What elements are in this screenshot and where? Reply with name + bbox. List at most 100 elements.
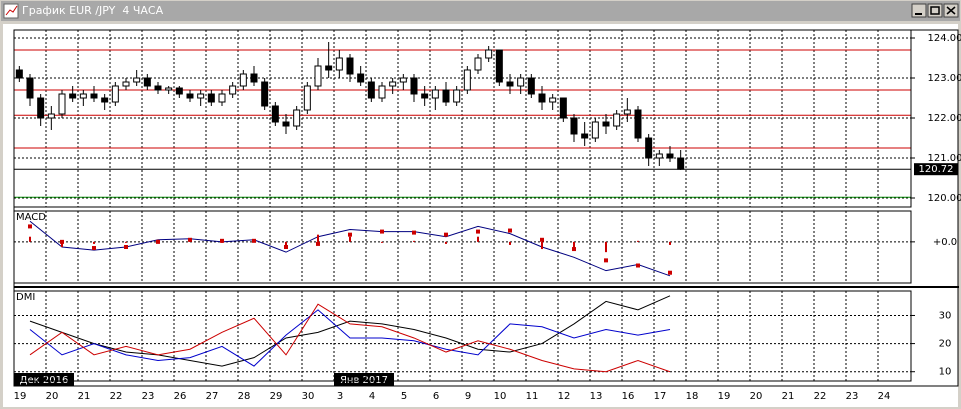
macd-histogram-bar <box>509 241 511 245</box>
candle-body <box>485 49 493 59</box>
candle-body <box>378 85 386 99</box>
macd-histogram-bar <box>477 236 479 242</box>
candle-body <box>399 77 407 83</box>
x-tick-label: 3 <box>337 391 343 402</box>
x-tick-label: 24 <box>878 391 891 402</box>
candle-body <box>559 97 567 119</box>
candle-body <box>218 93 226 103</box>
candle-body <box>655 153 663 159</box>
candle-body <box>293 109 301 127</box>
macd-line <box>29 220 671 277</box>
candle-body <box>677 157 685 170</box>
candle-body <box>250 73 258 83</box>
x-tick-label: 19 <box>718 391 731 402</box>
macd-histogram-bar <box>349 236 351 242</box>
candle-body <box>197 93 205 99</box>
x-tick-label: 10 <box>494 391 507 402</box>
window-icon-glyph <box>5 5 18 16</box>
candle-body <box>527 77 535 95</box>
candle-body <box>538 93 546 103</box>
candle-body <box>367 81 375 99</box>
candle-body <box>69 93 77 99</box>
candle-body <box>634 109 642 139</box>
candle-body <box>26 77 34 99</box>
candle-body <box>549 97 557 103</box>
macd-signal-dot <box>604 258 608 263</box>
x-tick-label: 13 <box>590 391 603 402</box>
macd-histogram-bar <box>541 241 543 250</box>
chart-frame <box>13 29 959 387</box>
minimize-button[interactable] <box>911 3 927 18</box>
candle-body <box>15 69 23 79</box>
candle-body <box>314 65 322 87</box>
candle-body <box>207 93 215 103</box>
candle-body <box>165 87 173 91</box>
x-tick-label: 20 <box>46 391 59 402</box>
candle-body <box>463 69 471 91</box>
candle-body <box>581 133 589 139</box>
candle-body <box>58 93 66 115</box>
candle-body <box>186 93 194 99</box>
macd-signal-dot <box>28 224 32 229</box>
candle-body <box>282 121 290 127</box>
macd-histogram-bar <box>221 241 223 243</box>
macd-histogram-bar <box>413 240 415 242</box>
candle-body <box>474 57 482 71</box>
candle-body <box>90 93 98 99</box>
candle-body <box>335 57 343 71</box>
macd-histogram-bar <box>445 241 447 244</box>
macd-signal-dot <box>636 263 640 268</box>
x-tick-label: 6 <box>433 391 439 402</box>
candle-body <box>325 65 333 71</box>
candle-body <box>410 77 418 95</box>
close-button[interactable] <box>943 3 959 18</box>
macd-signal-dot <box>380 229 384 234</box>
candle-body <box>357 73 365 83</box>
macd-signal-dot <box>412 230 416 235</box>
candle-body <box>111 85 119 103</box>
candle-body <box>143 77 151 87</box>
y-tick-label: 124.00 <box>928 33 961 44</box>
candle-body <box>346 57 354 75</box>
macd-histogram-bar <box>93 241 95 244</box>
x-tick-label: 9 <box>465 391 471 402</box>
x-tick-label: 11 <box>526 391 539 402</box>
y-tick-label: 122.00 <box>928 113 961 124</box>
maximize-button[interactable] <box>927 3 943 18</box>
candle-body <box>239 73 247 87</box>
candle-body <box>506 81 514 87</box>
macd-histogram-bar <box>253 240 255 242</box>
last-price-label: 120.72 <box>919 164 954 175</box>
x-tick-label: 21 <box>782 391 795 402</box>
title-bar <box>1 1 960 21</box>
candle-body <box>37 97 45 119</box>
x-tick-label: 23 <box>846 391 859 402</box>
macd-histogram-bar <box>317 234 319 242</box>
plot: 124.00 123.00 122.00 121.00 120.00 120.72 19 20… <box>13 29 961 402</box>
macd-histogram-bar <box>605 241 607 253</box>
macd-signal-dot <box>220 238 224 243</box>
x-tick-label: 18 <box>686 391 699 402</box>
y-tick-label: +0.0 <box>933 237 957 248</box>
dmi-line <box>29 309 671 367</box>
dmi-line <box>29 303 671 373</box>
x-tick-label: 20 <box>750 391 763 402</box>
candle-body <box>229 85 237 95</box>
macd-histogram-bar <box>61 241 63 247</box>
y-tick-label: 20 <box>939 339 952 350</box>
candle-body <box>79 93 87 99</box>
candle-body <box>517 77 525 87</box>
x-tick-label: 5 <box>401 391 407 402</box>
candle-body <box>154 85 162 91</box>
macd-histogram-bar <box>285 241 287 247</box>
x-tick-label: 4 <box>369 391 375 402</box>
macd-histogram-bar <box>573 241 575 251</box>
x-tick-label: 19 <box>14 391 27 402</box>
x-tick-label: 23 <box>142 391 155 402</box>
macd-signal-dot <box>508 228 512 233</box>
candle-body <box>101 97 109 103</box>
candle-body <box>623 109 631 115</box>
last-price-box <box>914 163 958 176</box>
